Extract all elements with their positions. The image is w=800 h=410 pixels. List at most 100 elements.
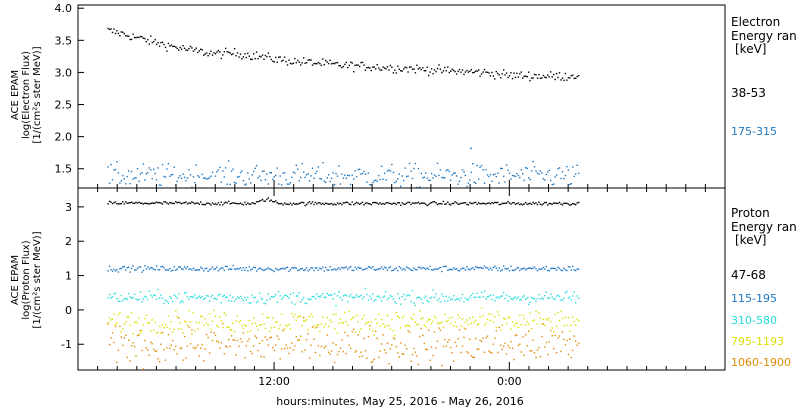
data-point — [186, 324, 189, 326]
data-point — [232, 296, 234, 298]
data-point — [191, 47, 193, 49]
data-point — [405, 175, 408, 178]
data-point — [538, 293, 540, 296]
data-point — [495, 326, 497, 329]
data-point — [305, 174, 308, 176]
data-point — [289, 328, 292, 330]
data-point — [289, 268, 292, 271]
data-point — [245, 299, 247, 301]
data-point — [533, 298, 536, 300]
data-point — [370, 69, 372, 72]
data-point — [289, 62, 292, 65]
data-point — [453, 360, 455, 362]
data-point — [264, 54, 267, 57]
data-point — [454, 201, 456, 203]
data-point — [517, 175, 520, 177]
data-point — [297, 295, 299, 297]
data-point — [198, 269, 200, 271]
data-point — [254, 322, 256, 324]
data-point — [172, 269, 174, 272]
data-point — [354, 351, 356, 353]
data-point — [157, 268, 159, 271]
data-point — [325, 181, 327, 184]
data-point — [505, 322, 508, 325]
data-point — [358, 65, 361, 68]
data-point — [192, 311, 195, 314]
data-point — [414, 321, 417, 323]
data-point — [350, 293, 352, 296]
data-point — [435, 71, 437, 73]
data-point — [497, 172, 499, 174]
data-point — [448, 317, 450, 319]
data-point — [216, 203, 218, 206]
data-point — [379, 267, 381, 270]
data-point — [254, 202, 256, 205]
data-point — [451, 68, 453, 71]
data-point — [508, 316, 511, 318]
data-point — [241, 341, 243, 343]
data-point — [313, 203, 315, 206]
data-point — [254, 57, 256, 60]
data-point — [320, 345, 322, 348]
data-point — [228, 268, 230, 271]
data-point — [110, 269, 112, 271]
data-point — [510, 341, 512, 343]
data-point — [528, 330, 530, 332]
data-point — [333, 62, 336, 65]
data-point — [320, 178, 322, 180]
data-point — [572, 295, 574, 297]
data-point — [186, 203, 189, 205]
data-point — [469, 201, 471, 204]
data-point — [283, 268, 286, 270]
data-point — [432, 201, 434, 203]
data-point — [363, 204, 365, 206]
data-point — [147, 266, 149, 268]
data-point — [575, 203, 577, 206]
data-point — [345, 177, 347, 179]
data-point — [473, 201, 475, 204]
data-point — [280, 313, 283, 315]
data-point — [207, 324, 209, 326]
data-point — [495, 71, 497, 73]
data-point — [229, 52, 231, 54]
data-point — [530, 203, 533, 205]
data-point — [257, 329, 259, 331]
data-point — [313, 177, 315, 179]
data-point — [122, 328, 124, 330]
data-point — [351, 174, 353, 177]
data-point — [303, 296, 305, 299]
data-point — [222, 267, 224, 269]
data-point — [229, 268, 231, 270]
data-point — [525, 334, 527, 336]
data-point — [372, 202, 374, 204]
data-point — [526, 297, 528, 299]
data-point — [460, 176, 462, 179]
data-point — [155, 265, 158, 267]
data-point — [554, 298, 556, 300]
data-point — [483, 351, 486, 353]
data-point — [350, 203, 352, 206]
data-point — [142, 37, 145, 39]
data-point — [260, 179, 262, 182]
data-point — [247, 270, 249, 272]
data-point — [529, 350, 531, 352]
data-point — [551, 267, 553, 269]
data-point — [244, 324, 246, 326]
data-point — [207, 55, 209, 57]
data-point — [388, 297, 390, 299]
data-point — [185, 291, 187, 294]
data-point — [308, 357, 311, 359]
data-point — [378, 356, 380, 359]
data-point — [291, 313, 293, 315]
data-point — [480, 164, 483, 167]
data-point — [226, 346, 228, 348]
data-point — [133, 293, 136, 295]
data-point — [441, 270, 443, 273]
data-point — [294, 57, 296, 60]
data-point — [428, 329, 430, 331]
data-point — [230, 329, 233, 331]
data-point — [558, 295, 561, 298]
data-point — [360, 202, 362, 205]
data-point — [114, 270, 117, 272]
data-point — [132, 33, 134, 35]
